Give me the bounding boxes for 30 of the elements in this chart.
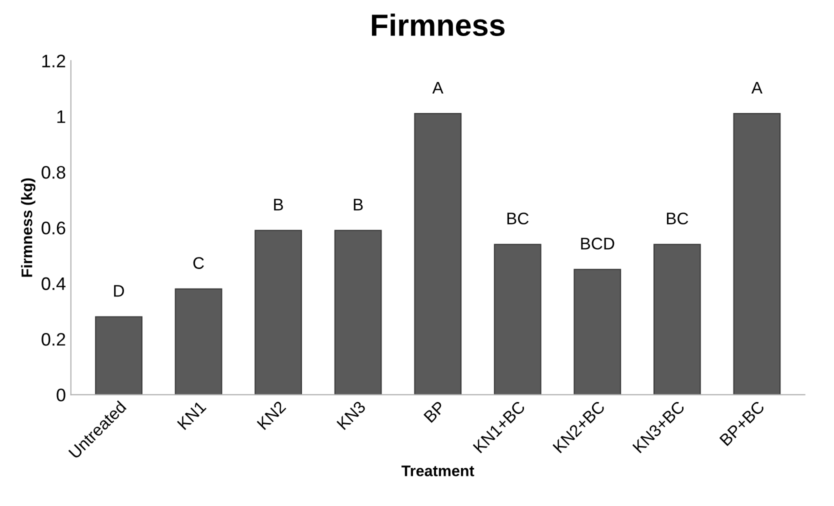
bar <box>494 244 542 395</box>
annotation: BCD <box>581 238 614 250</box>
annotation: B <box>354 198 363 210</box>
bar <box>254 230 302 395</box>
y-tick-label: 0 <box>56 388 66 402</box>
annotation: A <box>751 82 762 94</box>
x-axis-title: Treatment <box>402 466 474 476</box>
y-tick-label: 0.2 <box>42 332 66 346</box>
chart-title: Firmness <box>372 14 505 36</box>
y-tick-label: 1 <box>57 110 66 123</box>
y-tick-label: 0.8 <box>42 166 66 179</box>
bar <box>733 113 781 395</box>
y-tick-label: 0.4 <box>42 277 66 290</box>
annotation: A <box>432 82 444 94</box>
y-tick-label: 0.6 <box>42 222 66 234</box>
bar <box>574 268 622 395</box>
annotation: BC <box>507 212 529 224</box>
annotation: B <box>274 198 283 210</box>
annotation: D <box>114 285 124 297</box>
annotation: BC <box>666 212 688 224</box>
x-tick-label: BP <box>424 400 446 423</box>
y-axis-title: Firmness (kg) <box>21 178 36 277</box>
bar <box>334 230 382 395</box>
x-tick-label: KN1 <box>177 400 206 430</box>
annotation: C <box>193 257 204 269</box>
y-tick-label: 1.2 <box>42 54 66 68</box>
bar <box>414 113 462 395</box>
bar <box>653 244 701 395</box>
bar <box>95 316 142 395</box>
bar <box>174 288 222 395</box>
